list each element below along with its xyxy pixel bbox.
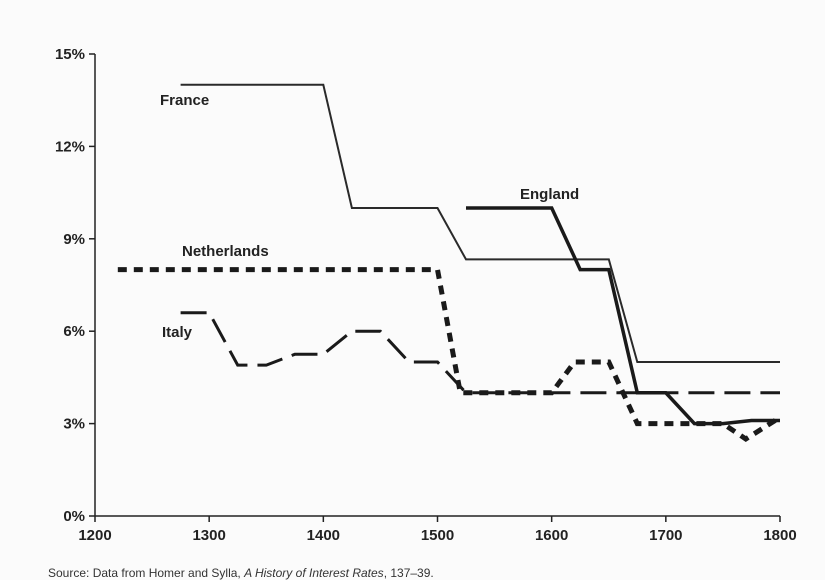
x-tick-label: 1600 [535, 527, 568, 544]
x-tick-label: 1200 [78, 527, 111, 544]
y-tick-label: 0% [63, 508, 85, 525]
source-suffix: , 137–39. [383, 566, 434, 580]
series-label-italy: Italy [162, 324, 193, 341]
source-prefix: Source: Data from Homer and Sylla, [48, 566, 245, 580]
source-book-title: A History of Interest Rates [244, 566, 384, 580]
series-line-italy [180, 311, 780, 395]
y-tick-label: 12% [55, 138, 85, 155]
x-tick-label: 1500 [421, 527, 454, 544]
series-label-netherlands: Netherlands [182, 243, 269, 260]
series-labels: France England Netherlands Italy [160, 92, 579, 341]
series-line-netherlands [117, 267, 782, 442]
x-tick-label: 1400 [307, 527, 340, 544]
x-tick-label: 1700 [649, 527, 682, 544]
series-label-england: England [520, 186, 579, 203]
source-note: Source: Data from Homer and Sylla, A His… [48, 566, 434, 580]
y-tick-label: 15% [55, 46, 85, 63]
y-tick-label: 6% [63, 323, 85, 340]
x-tick-label: 1300 [192, 527, 225, 544]
axes: 0% 3% 6% 9% 12% 15% 1200 1300 1400 1500 1600 1700 18… [55, 46, 797, 544]
y-tick-label: 9% [63, 231, 85, 248]
series-label-france: France [160, 92, 209, 109]
series-layer [117, 83, 782, 442]
y-tick-label: 3% [63, 416, 85, 433]
series-line-england [466, 206, 780, 426]
series-line-france [180, 83, 780, 363]
x-tick-label: 1800 [763, 527, 796, 544]
